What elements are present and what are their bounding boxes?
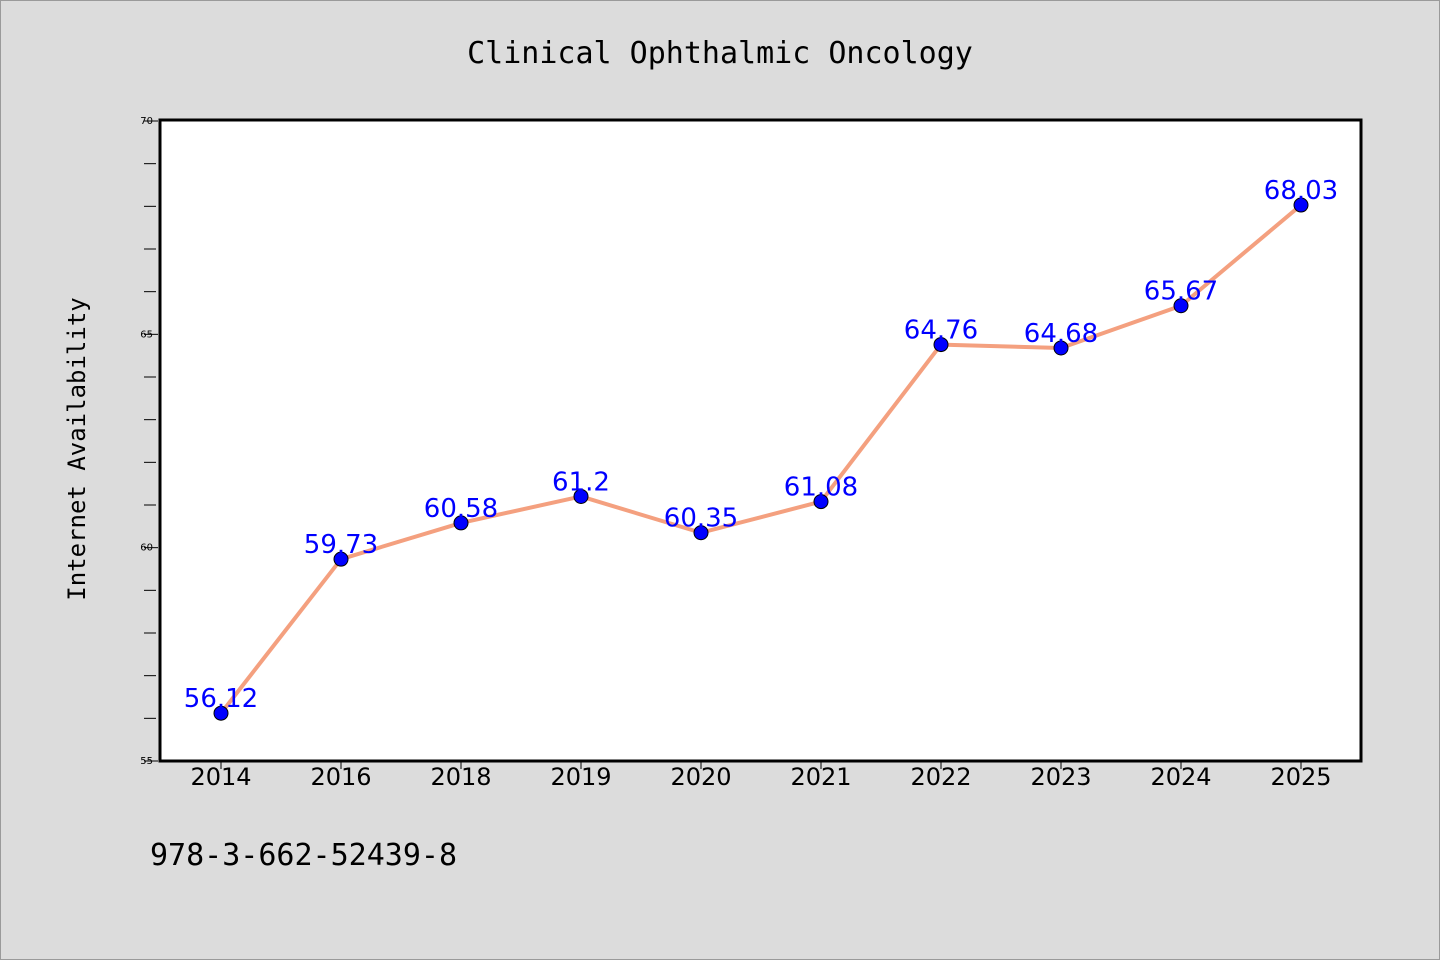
y-tick-label: 70 (140, 116, 153, 127)
data-label: 64.76 (904, 316, 978, 346)
y-axis-label: Internet Availability (63, 297, 91, 600)
data-label: 56.12 (184, 684, 258, 714)
x-tick-label: 2023 (1030, 763, 1091, 791)
data-label: 64.68 (1024, 319, 1098, 349)
data-point (213, 705, 229, 721)
series-line (219, 203, 1303, 716)
data-label: 68.03 (1264, 176, 1338, 206)
plot-area (160, 120, 1361, 761)
data-label: 65.67 (1144, 277, 1218, 307)
plot-frame (158, 118, 1363, 763)
data-point (933, 337, 949, 353)
data-label: 60.35 (664, 504, 738, 534)
data-markers (213, 197, 1309, 721)
data-point (813, 494, 829, 510)
data-point (1173, 298, 1189, 314)
data-point (453, 515, 469, 531)
data-label: 59.73 (304, 530, 378, 560)
x-tick-label: 2021 (790, 763, 851, 791)
data-label: 61.2 (552, 467, 610, 497)
y-minor-ticks (144, 163, 156, 719)
data-label: 61.08 (784, 473, 858, 503)
x-tick-label: 2020 (670, 763, 731, 791)
y-tick-label: 65 (140, 329, 153, 340)
y-tick-label: 60 (140, 543, 153, 554)
isbn-footer: 978-3-662-52439-8 (150, 838, 457, 873)
data-label: 60.58 (424, 494, 498, 524)
y-tick-label: 55 (140, 756, 153, 767)
y-axis-ticks: 55 60 65 70 (140, 116, 158, 767)
x-tick-label: 2018 (430, 763, 491, 791)
x-tick-label: 2025 (1270, 763, 1331, 791)
data-labels: 56.12 59.73 60.58 61.2 60.35 61.08 64.76 64.68 6… (184, 176, 1338, 714)
chart-title: Clinical Ophthalmic Oncology (467, 36, 973, 71)
x-tick-label: 2019 (550, 763, 611, 791)
x-tick-label: 2014 (190, 763, 251, 791)
x-tick-label: 2022 (910, 763, 971, 791)
x-tick-label: 2024 (1150, 763, 1211, 791)
data-point (573, 488, 589, 504)
data-point (1293, 197, 1309, 213)
data-point (1053, 340, 1069, 356)
x-axis-ticks: 2014 2016 2018 2019 2020 2021 2022 2023 2024 2025 (190, 761, 1332, 791)
data-point (693, 525, 709, 541)
x-tick-label: 2016 (310, 763, 371, 791)
data-point (333, 551, 349, 567)
